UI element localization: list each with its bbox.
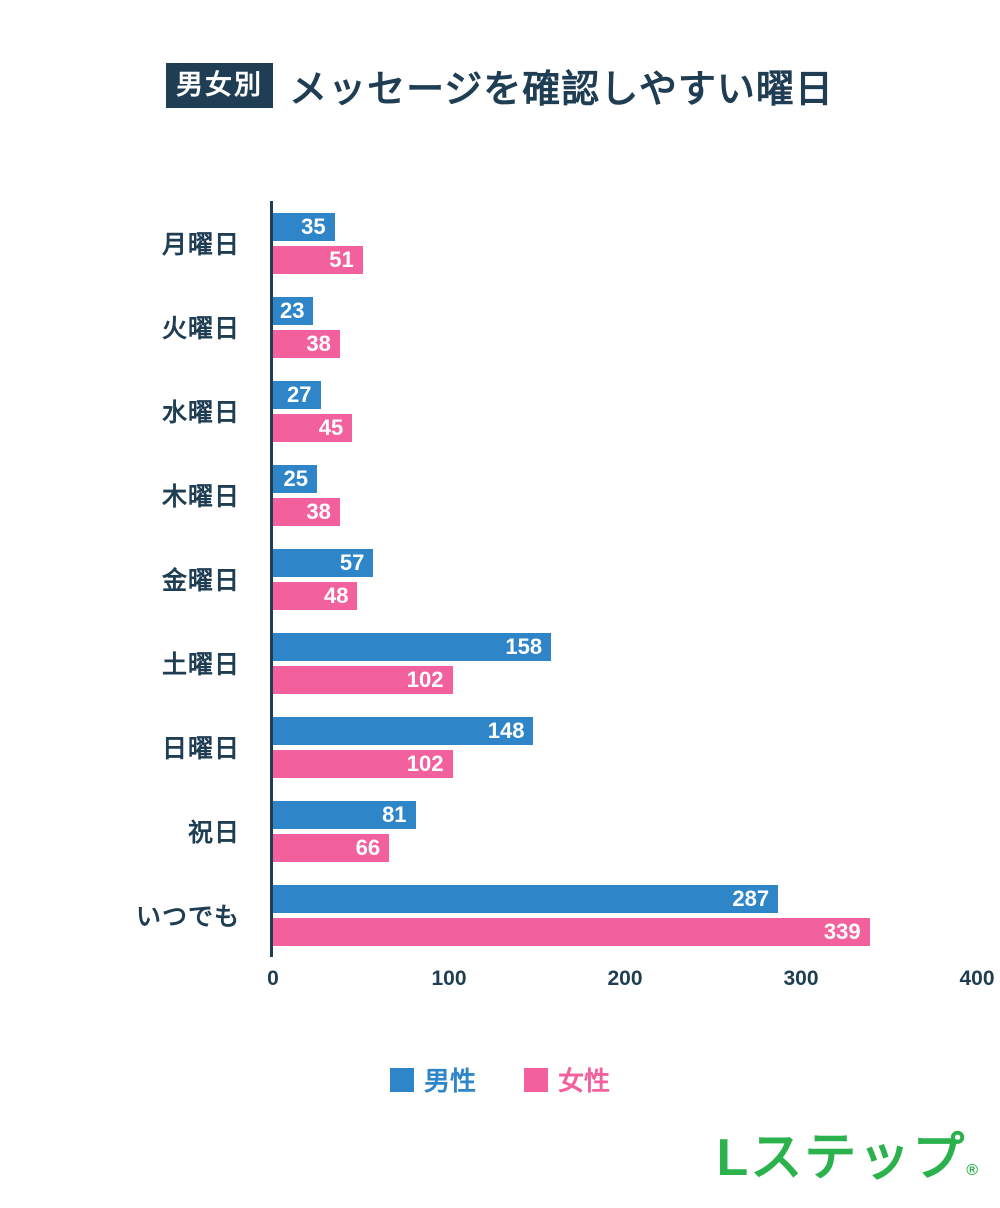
bar-value: 48 bbox=[323, 582, 349, 608]
category-label: いつでも bbox=[135, 903, 240, 931]
legend-label: 女性 bbox=[558, 1066, 611, 1096]
registered-mark: ® bbox=[966, 1162, 980, 1179]
category-label: 金曜日 bbox=[161, 567, 240, 595]
chart-row: 土曜日 158 102 bbox=[0, 621, 977, 705]
chart-row: 祝日 81 66 bbox=[0, 789, 977, 873]
category-label: 木曜日 bbox=[161, 483, 240, 511]
female-bar: 48 bbox=[273, 581, 358, 610]
bar-value: 35 bbox=[301, 213, 326, 239]
bar-value: 339 bbox=[823, 918, 861, 944]
x-axis-tick: 200 bbox=[607, 967, 643, 990]
bar-group: 148 102 bbox=[270, 705, 977, 789]
bar-value: 148 bbox=[487, 717, 525, 743]
bar-chart: 月曜日 35 51 火曜日 23 38 水曜日 27 45 木曜日 25 38 金曜日 57 48 土曜日 15… bbox=[0, 201, 995, 999]
x-axis-tick: 300 bbox=[783, 967, 819, 990]
legend: 男性 女性 bbox=[0, 1061, 1000, 1098]
bar-value: 81 bbox=[382, 801, 407, 827]
bar-value: 66 bbox=[355, 834, 381, 860]
x-axis-tick: 0 bbox=[267, 967, 279, 990]
category-label: 火曜日 bbox=[161, 315, 240, 343]
female-bar: 38 bbox=[273, 329, 340, 358]
chart-rows: 月曜日 35 51 火曜日 23 38 水曜日 27 45 木曜日 25 38 金曜日 57 48 土曜日 15… bbox=[0, 201, 977, 957]
female-bar: 102 bbox=[273, 665, 453, 694]
male-bar: 25 bbox=[273, 464, 317, 493]
x-axis: 0 100 200 300 400 bbox=[267, 957, 994, 999]
bar-group: 25 38 bbox=[270, 453, 977, 537]
chart-row: 火曜日 23 38 bbox=[0, 285, 977, 369]
page-title: メッセージを確認しやすい曜日 bbox=[289, 69, 834, 111]
bar-value: 23 bbox=[279, 297, 305, 323]
female-bar: 339 bbox=[273, 917, 870, 946]
bar-group: 287 339 bbox=[270, 873, 977, 957]
male-bar: 81 bbox=[273, 800, 416, 829]
chart-row: 日曜日 148 102 bbox=[0, 705, 977, 789]
bar-value: 51 bbox=[329, 246, 354, 272]
male-bar: 158 bbox=[273, 632, 552, 661]
female-bar: 102 bbox=[273, 749, 453, 778]
category-label: 土曜日 bbox=[161, 651, 240, 679]
bar-value: 102 bbox=[406, 666, 444, 692]
bar-group: 23 38 bbox=[270, 285, 977, 369]
male-bar: 27 bbox=[273, 380, 321, 409]
x-axis-tick: 100 bbox=[431, 967, 467, 990]
bar-value: 45 bbox=[318, 414, 344, 440]
bar-value: 25 bbox=[283, 465, 308, 491]
legend-item: 女性 bbox=[524, 1061, 610, 1098]
male-bar: 57 bbox=[273, 548, 374, 577]
chart-row: 水曜日 27 45 bbox=[0, 369, 977, 453]
chart-row: いつでも 287 339 bbox=[0, 873, 977, 957]
legend-swatch bbox=[389, 1067, 414, 1092]
male-bar: 148 bbox=[273, 716, 534, 745]
bar-value: 57 bbox=[339, 549, 365, 575]
bar-group: 158 102 bbox=[270, 621, 977, 705]
male-bar: 287 bbox=[273, 884, 779, 913]
lstep-logo: Lステップ® bbox=[716, 1132, 980, 1184]
bar-value: 27 bbox=[287, 381, 312, 407]
bar-value: 38 bbox=[306, 330, 331, 356]
x-axis-tick: 400 bbox=[959, 967, 995, 990]
title-badge: 男女別 bbox=[166, 63, 274, 108]
chart-header: 男女別 メッセージを確認しやすい曜日 bbox=[0, 58, 1000, 113]
bar-value: 38 bbox=[306, 498, 331, 524]
legend-item: 男性 bbox=[389, 1061, 476, 1098]
bar-group: 57 48 bbox=[270, 537, 977, 621]
bar-value: 287 bbox=[732, 885, 770, 911]
bar-group: 35 51 bbox=[270, 201, 977, 285]
legend-label: 男性 bbox=[423, 1066, 476, 1096]
category-label: 月曜日 bbox=[161, 231, 240, 259]
male-bar: 23 bbox=[273, 296, 314, 325]
female-bar: 45 bbox=[273, 413, 353, 442]
category-label: 日曜日 bbox=[161, 735, 240, 763]
bar-value: 158 bbox=[505, 633, 543, 659]
category-label: 祝日 bbox=[187, 819, 240, 847]
chart-row: 月曜日 35 51 bbox=[0, 201, 977, 285]
bar-group: 81 66 bbox=[270, 789, 977, 873]
female-bar: 66 bbox=[273, 833, 390, 862]
bar-group: 27 45 bbox=[270, 369, 977, 453]
bar-value: 102 bbox=[406, 750, 444, 776]
female-bar: 38 bbox=[273, 497, 340, 526]
female-bar: 51 bbox=[273, 245, 363, 274]
male-bar: 35 bbox=[273, 212, 335, 241]
legend-swatch bbox=[524, 1067, 548, 1092]
chart-row: 金曜日 57 48 bbox=[0, 537, 977, 621]
lstep-logo-text: Lステップ bbox=[716, 1129, 967, 1187]
category-label: 水曜日 bbox=[161, 399, 240, 427]
chart-row: 木曜日 25 38 bbox=[0, 453, 977, 537]
